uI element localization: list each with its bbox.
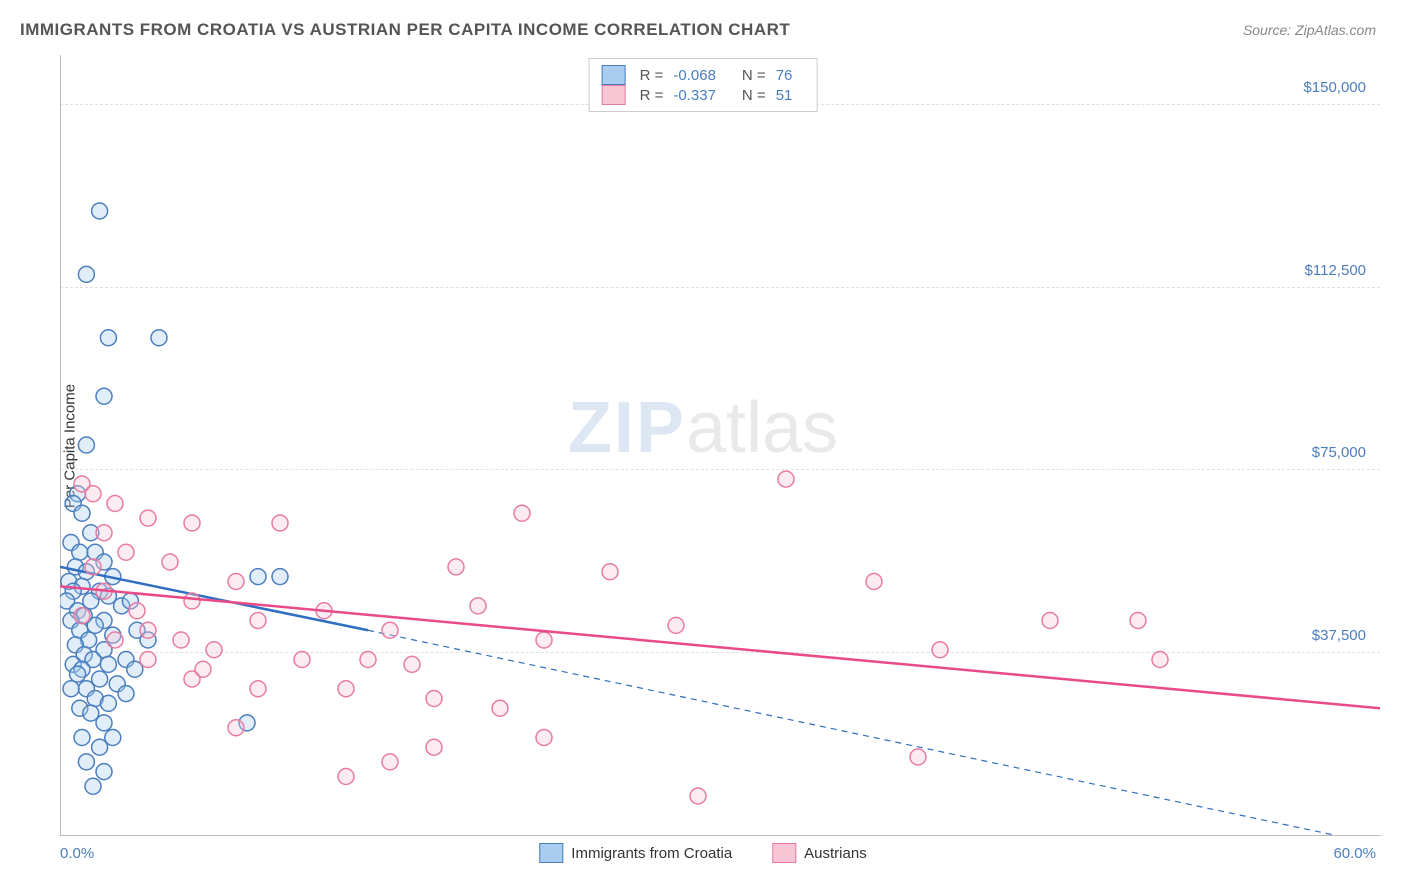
legend-r-label: R = [640, 87, 664, 104]
y-tick-label: $37,500 [1312, 627, 1366, 644]
legend-r-value: -0.337 [673, 87, 716, 104]
scatter-point [96, 764, 112, 780]
scatter-point [932, 642, 948, 658]
scatter-point [140, 622, 156, 638]
scatter-point [85, 778, 101, 794]
scatter-point [74, 730, 90, 746]
scatter-point [70, 666, 86, 682]
scatter-point [63, 681, 79, 697]
scatter-point [140, 652, 156, 668]
legend-item: Immigrants from Croatia [539, 843, 732, 863]
legend-n-value: 76 [776, 67, 793, 84]
legend-item-label: Austrians [804, 845, 867, 862]
scatter-point [74, 505, 90, 521]
scatter-point [228, 720, 244, 736]
scatter-point [778, 471, 794, 487]
scatter-point [250, 613, 266, 629]
scatter-point [151, 330, 167, 346]
scatter-point [162, 554, 178, 570]
legend-n-label: N = [742, 87, 766, 104]
scatter-point [72, 544, 88, 560]
scatter-point [1130, 613, 1146, 629]
scatter-point [78, 437, 94, 453]
scatter-plot-svg [60, 55, 1380, 835]
chart-title: IMMIGRANTS FROM CROATIA VS AUSTRIAN PER … [20, 20, 790, 40]
scatter-point [910, 749, 926, 765]
scatter-point [448, 559, 464, 575]
legend-row: R = -0.068 N = 76 [602, 65, 805, 85]
scatter-point [602, 564, 618, 580]
scatter-point [426, 691, 442, 707]
scatter-point [92, 739, 108, 755]
y-tick-label: $150,000 [1303, 79, 1366, 96]
scatter-point [470, 598, 486, 614]
scatter-point [668, 617, 684, 633]
scatter-point [514, 505, 530, 521]
scatter-point [78, 266, 94, 282]
legend-r-value: -0.068 [673, 67, 716, 84]
legend-series-names: Immigrants from Croatia Austrians [539, 843, 866, 863]
scatter-point [96, 715, 112, 731]
scatter-point [492, 700, 508, 716]
scatter-point [92, 203, 108, 219]
scatter-point [272, 569, 288, 585]
scatter-point [690, 788, 706, 804]
chart-container: IMMIGRANTS FROM CROATIA VS AUSTRIAN PER … [0, 0, 1406, 892]
y-tick-label: $112,500 [1305, 262, 1366, 279]
scatter-point [866, 574, 882, 590]
scatter-point [382, 622, 398, 638]
legend-swatch-series-1 [602, 65, 626, 85]
scatter-point [228, 574, 244, 590]
scatter-point [78, 754, 94, 770]
scatter-point [100, 695, 116, 711]
legend-swatch-series-2 [772, 843, 796, 863]
scatter-point [107, 632, 123, 648]
scatter-point [184, 515, 200, 531]
legend-n-label: N = [742, 67, 766, 84]
scatter-point [1042, 613, 1058, 629]
legend-swatch-series-1 [539, 843, 563, 863]
scatter-point [426, 739, 442, 755]
y-tick-label: $75,000 [1312, 444, 1366, 461]
scatter-point [96, 388, 112, 404]
scatter-point [118, 686, 134, 702]
scatter-point [118, 544, 134, 560]
scatter-point [206, 642, 222, 658]
scatter-point [195, 661, 211, 677]
scatter-point [338, 681, 354, 697]
scatter-point [272, 515, 288, 531]
scatter-point [382, 754, 398, 770]
scatter-point [85, 559, 101, 575]
legend-item: Austrians [772, 843, 867, 863]
scatter-point [404, 656, 420, 672]
legend-row: R = -0.337 N = 51 [602, 85, 805, 105]
scatter-point [536, 730, 552, 746]
legend-correlation-box: R = -0.068 N = 76 R = -0.337 N = 51 [589, 58, 818, 112]
scatter-point [100, 330, 116, 346]
scatter-point [100, 656, 116, 672]
legend-n-value: 51 [776, 87, 793, 104]
legend-item-label: Immigrants from Croatia [571, 845, 732, 862]
scatter-point [85, 486, 101, 502]
x-tick-label: 0.0% [60, 845, 94, 862]
scatter-point [250, 681, 266, 697]
scatter-point [294, 652, 310, 668]
scatter-point [360, 652, 376, 668]
scatter-point [96, 525, 112, 541]
scatter-point [173, 632, 189, 648]
scatter-point [74, 608, 90, 624]
scatter-point [107, 496, 123, 512]
scatter-point [536, 632, 552, 648]
scatter-point [140, 510, 156, 526]
scatter-point [338, 769, 354, 785]
source-label: Source: ZipAtlas.com [1243, 22, 1376, 38]
scatter-point [184, 593, 200, 609]
x-tick-label: 60.0% [1333, 845, 1376, 862]
scatter-point [250, 569, 266, 585]
legend-r-label: R = [640, 67, 664, 84]
scatter-point [129, 603, 145, 619]
legend-swatch-series-2 [602, 85, 626, 105]
scatter-point [1152, 652, 1168, 668]
